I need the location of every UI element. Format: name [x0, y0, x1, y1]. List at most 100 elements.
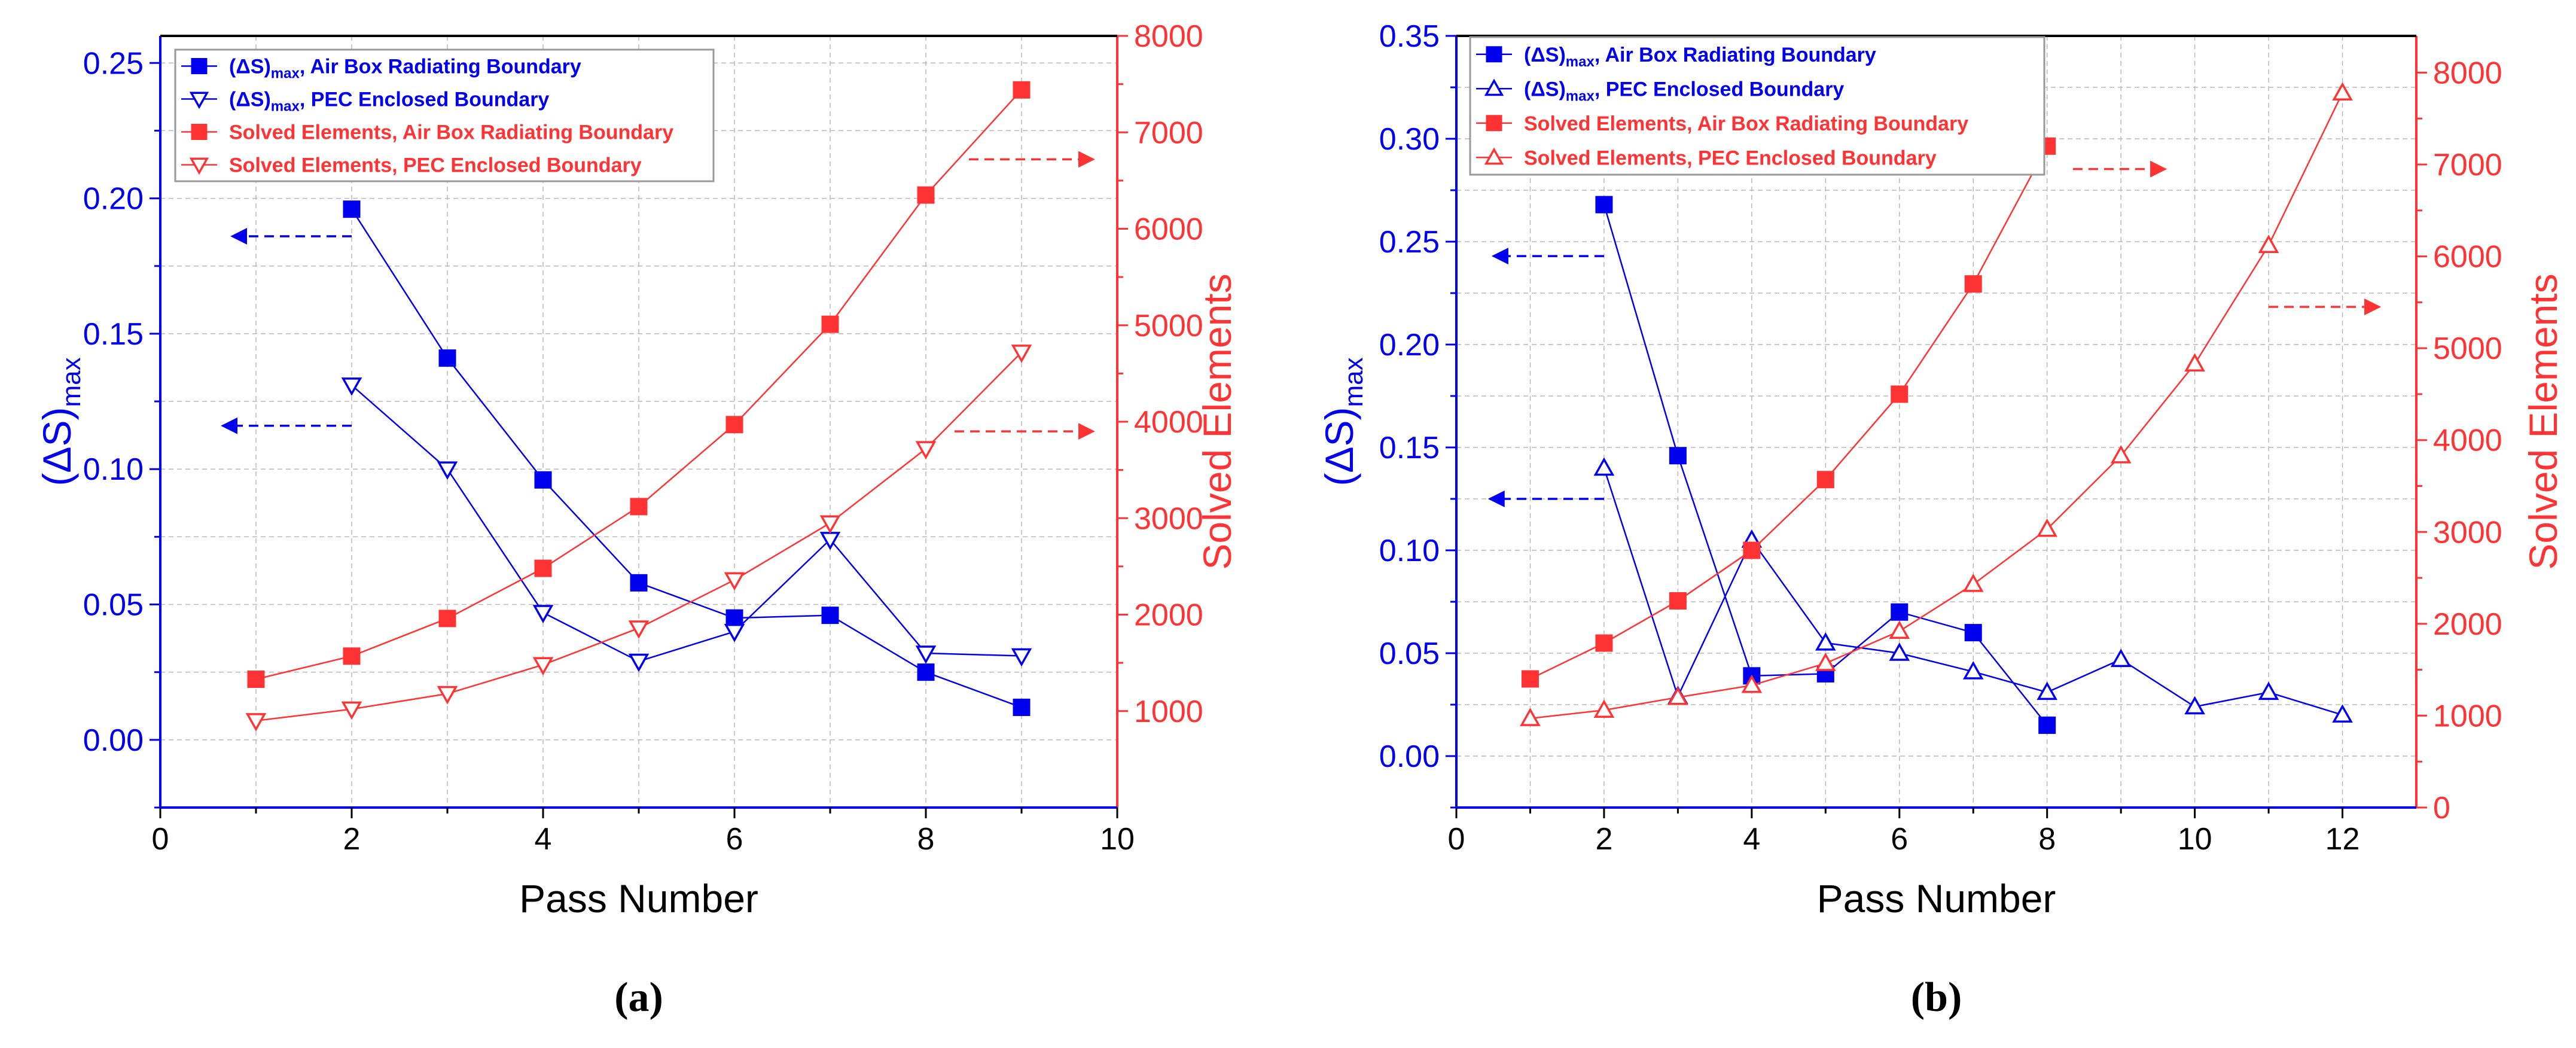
y2-tick-label: 8000	[1134, 19, 1203, 54]
y2-tick-label: 2000	[1134, 598, 1203, 633]
legend-item: Solved Elements, Air Box Radiating Bound…	[1476, 112, 1968, 135]
y2-tick-label: 1000	[2433, 699, 2502, 733]
series-1	[1595, 196, 2056, 734]
data-point	[245, 713, 267, 732]
x-tick-label: 6	[726, 822, 743, 857]
series-4	[245, 345, 1032, 732]
data-point	[437, 686, 458, 705]
x-axis-label: Pass Number	[519, 876, 758, 921]
series-line	[1529, 145, 2048, 680]
data-point	[1669, 592, 1687, 610]
data-point	[1964, 275, 1982, 293]
legend-item: Solved Elements, PEC Enclosed Boundary	[1476, 147, 1937, 169]
data-point	[1741, 674, 1763, 693]
panel-caption: (b)	[1911, 974, 1962, 1020]
x-tick-label: 2	[343, 822, 361, 857]
legend-marker	[1486, 115, 1502, 132]
data-point	[1964, 624, 1982, 642]
x-tick-label: 6	[1891, 822, 1908, 857]
data-point	[1889, 620, 1910, 639]
data-point	[2332, 704, 2353, 723]
y2-tick-label: 0	[2433, 791, 2450, 825]
legend-item: (ΔS)max, Air Box Radiating Boundary	[1476, 44, 1876, 70]
data-point	[1667, 686, 1688, 705]
data-point	[2184, 696, 2205, 715]
data-point	[343, 647, 361, 665]
data-point	[1669, 447, 1687, 465]
series-line	[1530, 92, 2343, 720]
y2-tick-label: 3000	[2433, 515, 2502, 550]
data-point	[630, 574, 648, 592]
y2-tick-label: 3000	[1134, 501, 1203, 536]
legend-item: (ΔS)max, PEC Enclosed Boundary	[1476, 78, 1844, 104]
y-tick-label: 0.20	[83, 182, 144, 217]
legend-box	[174, 48, 715, 182]
y2-tick-label: 7000	[2433, 148, 2502, 182]
y-tick-label: 0.25	[83, 46, 144, 81]
data-point	[819, 515, 841, 534]
data-point	[532, 657, 554, 676]
series-2	[341, 377, 1032, 672]
y2-axis-label: Solved Elements	[1195, 273, 1239, 569]
y2-tick-label: 2000	[2433, 607, 2502, 642]
legend-label: (ΔS)max, Air Box Radiating Boundary	[229, 56, 581, 82]
data-point	[2110, 648, 2132, 668]
series-line	[350, 209, 1022, 708]
data-point	[1815, 653, 1836, 671]
x-tick-label: 10	[2178, 822, 2212, 857]
data-point	[2037, 518, 2057, 537]
legend-label: Solved Elements, Air Box Radiating Bound…	[1524, 112, 1968, 135]
data-point	[1521, 670, 1539, 688]
legend-marker	[189, 157, 209, 175]
x-tick-label: 10	[1100, 822, 1135, 857]
y-tick-label: 0.25	[1379, 225, 1440, 260]
data-point	[247, 671, 265, 688]
series-3	[1521, 137, 2056, 688]
data-point	[1891, 603, 1909, 621]
legend-marker	[1484, 147, 1504, 165]
data-point	[1011, 345, 1032, 363]
legend-label: Solved Elements, Air Box Radiating Bound…	[229, 121, 673, 144]
data-point	[821, 607, 839, 624]
legend-item: Solved Elements, Air Box Radiating Bound…	[181, 121, 673, 144]
x-tick-label: 4	[1743, 822, 1760, 857]
data-point	[1520, 708, 1541, 726]
legend-item: (ΔS)max, PEC Enclosed Boundary	[181, 89, 549, 115]
series-line	[351, 384, 1022, 662]
data-point	[1011, 648, 1032, 667]
data-point	[724, 623, 745, 642]
data-point	[1595, 634, 1613, 652]
data-point	[630, 498, 648, 516]
y-tick-label: 0.15	[83, 317, 144, 352]
data-point	[2110, 444, 2132, 464]
y-tick-label: 0.05	[83, 588, 144, 623]
y2-tick-label: 4000	[2433, 424, 2502, 458]
y-tick-label: 0.30	[1379, 122, 1440, 157]
data-point	[915, 441, 937, 460]
data-point	[1962, 661, 1984, 680]
y2-axis-label: Solved Elements	[2521, 273, 2565, 569]
data-point	[915, 645, 937, 664]
y-axis-label: (ΔS)max	[1317, 357, 1368, 486]
data-point	[628, 653, 650, 672]
data-point	[341, 377, 362, 396]
data-point	[1962, 573, 1984, 592]
y-tick-label: 0.05	[1379, 636, 1440, 671]
y-tick-label: 0.35	[1379, 19, 1440, 54]
data-point	[437, 461, 458, 480]
y2-tick-label: 1000	[1134, 694, 1203, 729]
data-point	[1815, 632, 1836, 651]
data-point	[341, 701, 362, 720]
data-point	[821, 315, 839, 333]
y-tick-label: 0.00	[1379, 739, 1440, 774]
y2-tick-label: 5000	[1134, 309, 1203, 343]
series-4	[1520, 82, 2353, 726]
data-point	[1595, 196, 1613, 214]
x-tick-label: 0	[1448, 822, 1465, 857]
data-point	[534, 559, 552, 577]
data-point	[2037, 681, 2057, 700]
y2-tick-label: 6000	[1134, 212, 1203, 247]
y2-tick-label: 6000	[2433, 240, 2502, 275]
data-point	[438, 349, 456, 367]
